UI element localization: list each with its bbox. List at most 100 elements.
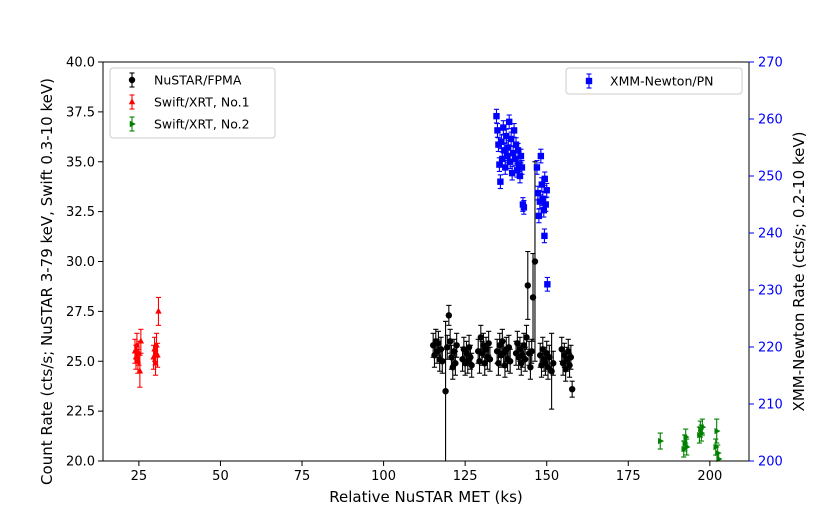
data-point bbox=[502, 164, 509, 171]
data-point bbox=[486, 356, 494, 363]
x-tick-label: 100 bbox=[371, 469, 396, 484]
data-point bbox=[444, 344, 451, 351]
data-point bbox=[543, 187, 550, 194]
y2-tick-label: 260 bbox=[758, 113, 783, 128]
axis-ticks: 25 50 75 100 125 150 175 200 20.0 22.5 25.0 27.5 30.… bbox=[66, 56, 783, 485]
data-point bbox=[514, 147, 522, 154]
legend-entry-swift-1: Swift/XRT, No.1 bbox=[154, 95, 250, 110]
legend-left: NuSTAR/FPMA Swift/XRT, No.1 Swift/XRT, N… bbox=[109, 67, 276, 139]
y2-tick-label: 230 bbox=[758, 284, 783, 299]
data-point bbox=[544, 281, 551, 288]
legend-marker bbox=[128, 98, 136, 105]
data-point bbox=[524, 282, 531, 289]
data-point bbox=[540, 207, 547, 214]
data-point bbox=[531, 258, 539, 265]
series-3 bbox=[493, 108, 551, 292]
data-point bbox=[538, 181, 546, 188]
x-tick-label: 200 bbox=[697, 469, 722, 484]
data-point bbox=[516, 172, 524, 180]
series-1 bbox=[131, 296, 162, 388]
x-tick-label: 125 bbox=[453, 469, 478, 484]
data-point bbox=[153, 341, 160, 348]
data-point bbox=[135, 349, 143, 356]
legend-entry-swift-2: Swift/XRT, No.2 bbox=[154, 117, 250, 132]
data-point bbox=[713, 443, 720, 451]
data-point bbox=[452, 360, 459, 367]
data-point bbox=[510, 127, 518, 134]
data-point bbox=[506, 158, 514, 165]
data-point bbox=[535, 212, 543, 220]
data-point bbox=[136, 367, 144, 374]
legend-entry-xmm: XMM-Newton/PN bbox=[610, 74, 713, 89]
data-point bbox=[477, 334, 485, 341]
data-point bbox=[504, 152, 511, 160]
y-tick-label: 22.5 bbox=[66, 405, 95, 420]
data-point bbox=[503, 132, 510, 140]
y2-tick-label: 220 bbox=[758, 341, 783, 356]
data-point bbox=[541, 232, 548, 240]
data-point bbox=[714, 427, 721, 435]
data-point bbox=[498, 138, 505, 145]
data-point bbox=[495, 360, 502, 367]
data-point bbox=[542, 201, 549, 208]
y2-tick-label: 200 bbox=[758, 455, 783, 470]
data-point bbox=[517, 152, 525, 160]
data-point bbox=[442, 387, 449, 395]
data-point bbox=[505, 144, 512, 151]
data-point bbox=[439, 358, 446, 365]
data-point bbox=[521, 356, 529, 363]
data-point bbox=[518, 164, 526, 171]
data-point bbox=[499, 155, 506, 163]
x-tick-label: 150 bbox=[534, 469, 559, 484]
y2-tick-label: 270 bbox=[758, 56, 783, 71]
series-2 bbox=[657, 418, 723, 463]
data-point bbox=[567, 354, 575, 361]
y-tick-label: 37.5 bbox=[66, 105, 95, 120]
legend-left-frame bbox=[109, 67, 276, 139]
data-point bbox=[658, 437, 665, 445]
legend-right-frame bbox=[565, 67, 743, 95]
data-point bbox=[506, 358, 514, 365]
legend-right: XMM-Newton/PN bbox=[565, 67, 743, 95]
y2-tick-label: 210 bbox=[758, 398, 783, 413]
data-point bbox=[507, 135, 515, 143]
data-point bbox=[500, 124, 507, 131]
legend-marker bbox=[128, 76, 136, 84]
data-point bbox=[513, 167, 521, 174]
data-point bbox=[509, 150, 517, 157]
legend-marker bbox=[129, 120, 136, 128]
data-point bbox=[533, 164, 541, 171]
x-tick-label: 75 bbox=[294, 469, 311, 484]
data-point bbox=[155, 307, 162, 314]
data-point bbox=[527, 364, 534, 371]
y-tick-label: 25.0 bbox=[66, 355, 95, 370]
data-point bbox=[445, 312, 453, 319]
data-point bbox=[534, 189, 542, 197]
legend-left-entries bbox=[128, 72, 136, 132]
y2-axis-label: XMM-Newton Rate (cts/s; 0.2-10 keV) bbox=[790, 132, 808, 412]
data-point bbox=[528, 348, 535, 355]
x-tick-label: 25 bbox=[131, 469, 148, 484]
y-tick-label: 35.0 bbox=[66, 155, 95, 170]
data-point bbox=[541, 175, 548, 183]
x-axis-label: Relative NuSTAR MET (ks) bbox=[329, 488, 523, 506]
y-tick-label: 40.0 bbox=[66, 56, 95, 71]
data-point bbox=[453, 342, 460, 349]
data-point bbox=[137, 337, 145, 344]
data-point bbox=[496, 161, 503, 168]
data-point bbox=[539, 195, 547, 202]
y-tick-label: 32.5 bbox=[66, 205, 95, 220]
data-point bbox=[537, 152, 545, 160]
data-point bbox=[520, 204, 528, 211]
data-point bbox=[523, 334, 530, 341]
data-point bbox=[435, 340, 442, 347]
data-point bbox=[550, 360, 557, 367]
y-tick-label: 30.0 bbox=[66, 255, 95, 270]
chart-marks bbox=[131, 108, 723, 463]
y-tick-label: 27.5 bbox=[66, 305, 95, 320]
legend-right-entries bbox=[585, 73, 593, 89]
data-point bbox=[684, 443, 691, 451]
data-point bbox=[154, 351, 161, 358]
data-point bbox=[468, 362, 475, 369]
y-tick-label: 20.0 bbox=[66, 455, 95, 470]
